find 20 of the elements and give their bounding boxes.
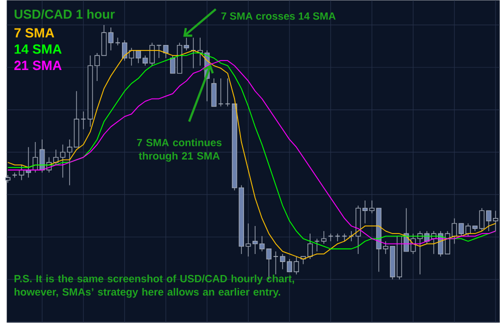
text: 7 SMA xyxy=(14,28,54,38)
candlestick xyxy=(224,78,230,107)
candlestick xyxy=(218,78,224,107)
candlestick xyxy=(163,44,168,58)
candlestick xyxy=(80,110,86,130)
candlestick xyxy=(259,236,265,252)
candlestick xyxy=(334,233,340,242)
text: 7 SMA crosses 14 SMA xyxy=(221,12,336,20)
candlestick xyxy=(321,230,326,244)
annotation: P.S. It is the same screenshot of USD/CAD hourly chart, however, SMAs’ strategy here allows an earlier entry. xyxy=(14,274,294,298)
annotation: 7 SMA continues through 21 SMA xyxy=(137,138,222,162)
candlestick xyxy=(184,37,190,51)
candlestick xyxy=(273,250,278,274)
candlestick xyxy=(342,233,348,242)
text: 21 SMA xyxy=(14,60,62,70)
candlestick xyxy=(280,253,286,270)
candlestick xyxy=(156,44,162,58)
candlestick xyxy=(211,78,217,107)
chart-title: USD/CAD 1 hour xyxy=(14,9,115,19)
text: 14 SMA xyxy=(14,44,62,54)
